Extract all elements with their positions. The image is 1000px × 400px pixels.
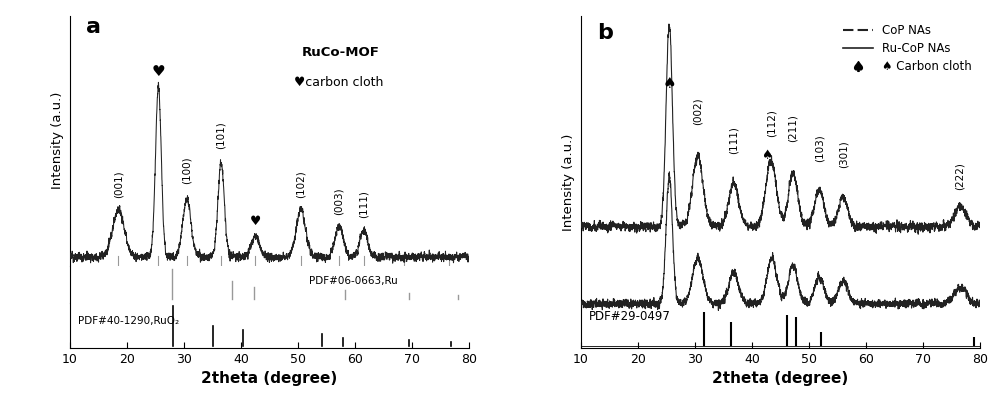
X-axis label: 2theta (degree): 2theta (degree) [201,372,338,386]
Text: (001): (001) [113,170,123,198]
Text: (301): (301) [838,140,848,168]
Text: a: a [86,18,101,38]
Text: ♠: ♠ [761,149,772,162]
Y-axis label: Intensity (a.u.): Intensity (a.u.) [562,133,575,231]
X-axis label: 2theta (degree): 2theta (degree) [712,372,849,386]
Text: b: b [597,23,613,43]
Text: (111): (111) [729,126,739,154]
Text: (112): (112) [767,110,777,138]
Text: (003): (003) [334,187,344,215]
Text: (101): (101) [216,121,226,149]
Text: (102): (102) [296,170,306,198]
Text: PDF#29-0497: PDF#29-0497 [589,310,671,323]
Text: PDF#06-0663,Ru: PDF#06-0663,Ru [309,276,398,286]
Legend: CoP NAs, Ru-CoP NAs, ♠ Carbon cloth: CoP NAs, Ru-CoP NAs, ♠ Carbon cloth [838,20,976,78]
Text: ♥: ♥ [250,215,261,228]
Text: ♥: ♥ [152,64,165,79]
Text: (111): (111) [359,191,369,218]
Text: (222): (222) [955,162,965,190]
Text: (002): (002) [693,98,703,125]
Text: (211): (211) [788,114,798,142]
Text: (100): (100) [182,156,192,184]
Text: PDF#40-1290,RuO₂: PDF#40-1290,RuO₂ [78,316,179,326]
Text: RuCo-MOF: RuCo-MOF [301,46,379,59]
Y-axis label: Intensity (a.u.): Intensity (a.u.) [51,92,64,190]
Text: (103): (103) [814,134,824,162]
Text: ♠: ♠ [662,76,676,91]
Text: ♥carbon cloth: ♥carbon cloth [294,76,383,89]
